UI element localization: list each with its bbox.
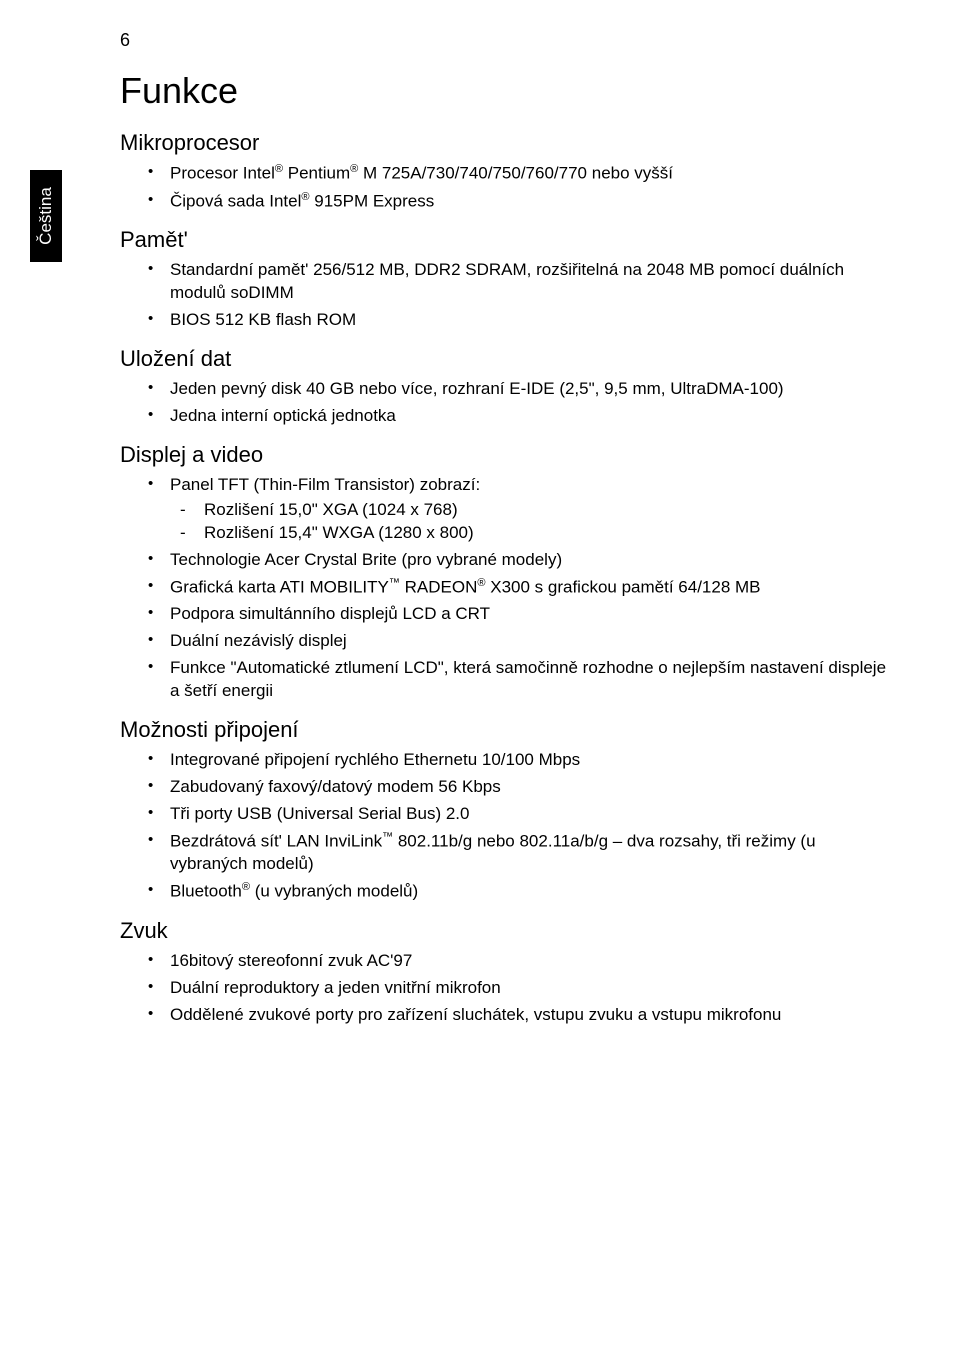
- list-item: Technologie Acer Crystal Brite (pro vybr…: [120, 549, 890, 572]
- bullet-list: Jeden pevný disk 40 GB nebo více, rozhra…: [120, 378, 890, 428]
- list-item: Jeden pevný disk 40 GB nebo více, rozhra…: [120, 378, 890, 401]
- page-number: 6: [120, 30, 130, 51]
- list-item: 16bitový stereofonní zvuk AC'97: [120, 950, 890, 973]
- list-item: Panel TFT (Thin-Film Transistor) zobrazí…: [120, 474, 890, 545]
- list-item: Standardní pamět' 256/512 MB, DDR2 SDRAM…: [120, 259, 890, 305]
- list-item: Čipová sada Intel® 915PM Express: [120, 190, 890, 214]
- list-item: Bezdrátová sít' LAN InviLink™ 802.11b/g …: [120, 830, 890, 877]
- sub-list-item: Rozlišení 15,0" XGA (1024 x 768): [170, 499, 890, 522]
- section-heading: Uložení dat: [120, 346, 890, 372]
- list-item: Integrované připojení rychlého Ethernetu…: [120, 749, 890, 772]
- list-item: Jedna interní optická jednotka: [120, 405, 890, 428]
- section-heading: Zvuk: [120, 918, 890, 944]
- document-page: 6 Čeština Funkce Mikroprocesor Procesor I…: [0, 0, 960, 1073]
- sections-container: Mikroprocesor Procesor Intel® Pentium® M …: [120, 130, 890, 1027]
- list-item: Grafická karta ATI MOBILITY™ RADEON® X30…: [120, 576, 890, 600]
- section-heading: Možnosti připojení: [120, 717, 890, 743]
- bullet-list: Procesor Intel® Pentium® M 725A/730/740/…: [120, 162, 890, 213]
- list-item: Duální nezávislý displej: [120, 630, 890, 653]
- sub-list-item: Rozlišení 15,4" WXGA (1280 x 800): [170, 522, 890, 545]
- list-item: Podpora simultánního displejů LCD a CRT: [120, 603, 890, 626]
- bullet-list: 16bitový stereofonní zvuk AC'97 Duální re…: [120, 950, 890, 1027]
- section-heading: Pamět': [120, 227, 890, 253]
- section-heading: Mikroprocesor: [120, 130, 890, 156]
- bullet-list: Integrované připojení rychlého Ethernetu…: [120, 749, 890, 904]
- language-tab: Čeština: [30, 170, 62, 262]
- list-item: Duální reproduktory a jeden vnitřní mikr…: [120, 977, 890, 1000]
- list-item: Oddělené zvukové porty pro zařízení sluc…: [120, 1004, 890, 1027]
- bullet-list: Standardní pamět' 256/512 MB, DDR2 SDRAM…: [120, 259, 890, 332]
- list-item: BIOS 512 KB flash ROM: [120, 309, 890, 332]
- language-label: Čeština: [36, 187, 56, 245]
- list-item: Procesor Intel® Pentium® M 725A/730/740/…: [120, 162, 890, 186]
- bullet-list: Panel TFT (Thin-Film Transistor) zobrazí…: [120, 474, 890, 703]
- page-title: Funkce: [120, 70, 890, 112]
- sub-list: Rozlišení 15,0" XGA (1024 x 768)Rozlišen…: [170, 499, 890, 545]
- list-item: Tři porty USB (Universal Serial Bus) 2.0: [120, 803, 890, 826]
- list-item: Funkce "Automatické ztlumení LCD", která…: [120, 657, 890, 703]
- list-item: Zabudovaný faxový/datový modem 56 Kbps: [120, 776, 890, 799]
- list-item: Bluetooth® (u vybraných modelů): [120, 880, 890, 904]
- section-heading: Displej a video: [120, 442, 890, 468]
